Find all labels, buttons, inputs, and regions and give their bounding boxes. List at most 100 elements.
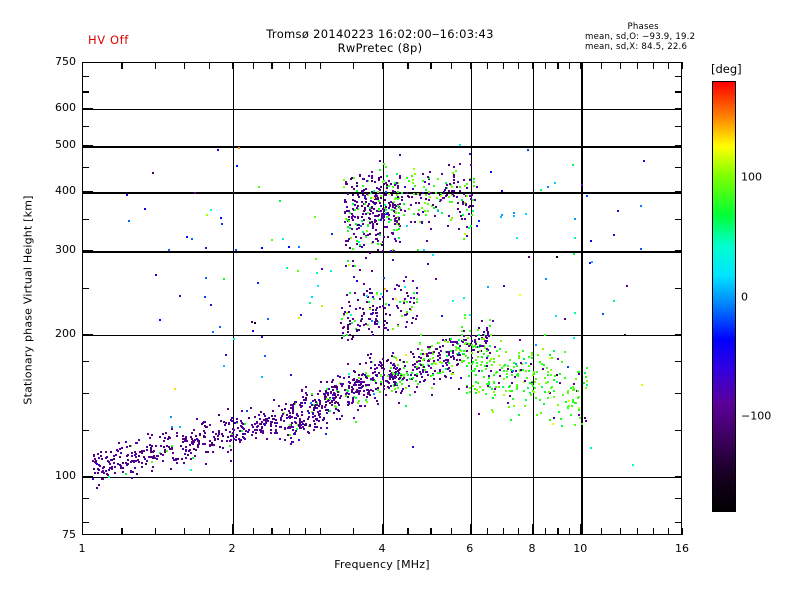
scatter-point: [413, 355, 416, 358]
scatter-point: [150, 456, 153, 459]
scatter-point: [376, 307, 379, 310]
scatter-point: [187, 454, 190, 457]
scatter-point: [450, 194, 453, 197]
scatter-point: [217, 434, 220, 437]
scatter-point: [434, 363, 437, 366]
scatter-point: [348, 210, 351, 213]
scatter-point: [394, 207, 397, 210]
scatter-point: [324, 395, 327, 398]
scatter-point: [363, 208, 366, 211]
scatter-point: [132, 461, 135, 464]
scatter-point: [167, 438, 170, 441]
scatter-point: [358, 362, 361, 365]
scatter-point: [431, 350, 434, 353]
scatter-point: [482, 353, 485, 356]
scatter-point: [326, 409, 329, 412]
x-minor-tick-top: [121, 62, 123, 69]
scatter-point: [316, 392, 319, 395]
y-tick-label-4: 400: [55, 184, 76, 198]
scatter-point: [210, 208, 213, 211]
scatter-point: [549, 386, 552, 389]
scatter-point: [502, 378, 505, 381]
scatter-point: [231, 432, 234, 435]
scatter-point: [149, 449, 152, 452]
scatter-point: [330, 391, 333, 394]
scatter-point: [412, 446, 415, 449]
scatter-point: [398, 217, 400, 220]
scatter-point: [465, 385, 468, 388]
scatter-point: [520, 368, 523, 371]
scatter-point: [319, 410, 322, 413]
scatter-point: [402, 299, 405, 302]
scatter-point: [359, 389, 362, 392]
scatter-point: [360, 378, 363, 381]
scatter-point: [448, 164, 451, 167]
scatter-point: [481, 320, 484, 323]
scatter-point: [416, 298, 419, 301]
scatter-point: [486, 327, 489, 330]
scatter-point: [478, 334, 480, 337]
scatter-point: [376, 320, 379, 323]
scatter-point: [112, 454, 115, 457]
scatter-point: [202, 429, 205, 432]
scatter-point: [151, 433, 154, 436]
scatter-point: [409, 297, 412, 300]
scatter-point: [326, 391, 329, 394]
scatter-point: [445, 187, 448, 190]
scatter-point: [431, 387, 434, 390]
scatter-point: [494, 345, 497, 348]
scatter-point: [586, 379, 589, 382]
scatter-point: [457, 208, 460, 211]
scatter-point: [104, 470, 107, 473]
scatter-point: [355, 308, 358, 311]
scatter-point: [171, 445, 174, 448]
scatter-point: [553, 182, 556, 185]
scatter-point: [389, 313, 392, 316]
scatter-point: [349, 236, 352, 239]
scatter-point: [107, 475, 110, 478]
scatter-point: [141, 461, 144, 464]
scatter-point: [137, 454, 140, 457]
scatter-point: [399, 377, 402, 380]
scatter-point: [295, 400, 298, 403]
scatter-point: [394, 374, 397, 377]
scatter-point: [377, 233, 380, 236]
y-minor-tick: [82, 218, 89, 220]
scatter-point: [341, 336, 344, 339]
x-minor-tick: [569, 528, 571, 535]
scatter-point: [512, 404, 515, 407]
scatter-point: [524, 361, 527, 364]
scatter-point: [516, 388, 519, 391]
scatter-point: [171, 427, 174, 430]
scatter-point: [254, 423, 257, 426]
x-minor-tick: [545, 528, 547, 535]
scatter-point: [573, 311, 576, 314]
scatter-point: [382, 296, 385, 299]
scatter-point: [368, 301, 371, 304]
scatter-point: [342, 332, 345, 335]
scatter-point: [420, 221, 423, 224]
scatter-point: [470, 213, 473, 216]
scatter-point: [228, 439, 231, 442]
scatter-point: [397, 370, 400, 373]
scatter-point: [470, 351, 473, 354]
scatter-point: [398, 369, 401, 372]
scatter-point: [420, 357, 423, 360]
scatter-point: [364, 398, 367, 401]
scatter-point: [452, 171, 455, 174]
scatter-point: [461, 199, 464, 202]
y-minor-tick: [82, 497, 89, 499]
scatter-point: [515, 363, 518, 366]
scatter-point: [209, 303, 212, 306]
scatter-point: [532, 370, 535, 373]
scatter-point: [493, 373, 496, 376]
scatter-point: [534, 380, 537, 383]
scatter-point: [153, 455, 156, 458]
scatter-point: [134, 451, 137, 454]
scatter-point: [373, 370, 376, 373]
scatter-point: [351, 248, 354, 251]
scatter-point: [349, 177, 352, 180]
x-minor-tick: [304, 528, 307, 535]
scatter-point: [386, 385, 389, 388]
scatter-point: [380, 205, 383, 208]
